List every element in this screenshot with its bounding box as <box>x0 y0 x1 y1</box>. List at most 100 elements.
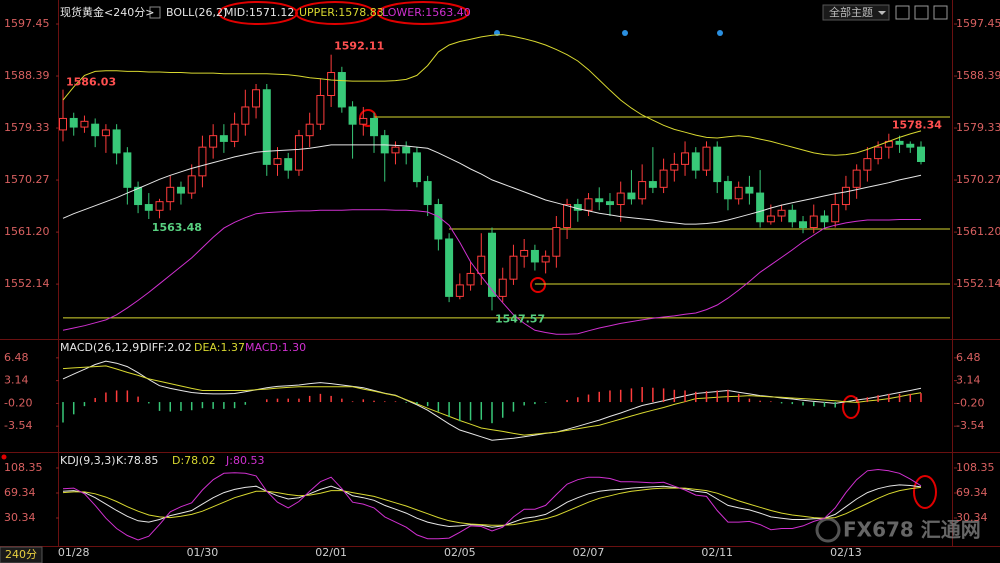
candle-body <box>530 249 539 263</box>
candle-body <box>852 169 861 188</box>
candle-body <box>380 135 389 154</box>
candle-body <box>359 117 368 125</box>
y-tick-label: 69.34 <box>4 486 36 499</box>
x-tick-label: 02/07 <box>573 546 605 559</box>
y-tick-label: 3.14 <box>956 374 981 387</box>
candle-body <box>294 135 303 171</box>
y-tick-label: 1570.27 <box>956 173 1000 186</box>
legend-entry: K:78.85 <box>116 454 158 467</box>
y-tick-label: 6.48 <box>956 351 981 364</box>
y-tick-label: 1570.27 <box>4 173 50 186</box>
candle-body <box>262 89 271 165</box>
candle-body <box>895 140 904 145</box>
candle-body <box>348 106 357 125</box>
candle-body <box>69 117 78 128</box>
candle-body <box>144 204 153 211</box>
candle-body <box>198 146 207 177</box>
candle-body <box>477 255 486 274</box>
candle-body <box>455 284 464 297</box>
candle-body <box>219 135 228 142</box>
highlight-ellipse <box>842 395 860 419</box>
extreme-label: 1563.48 <box>152 221 202 234</box>
candle-body <box>584 198 593 211</box>
y-tick-label: 1579.33 <box>956 121 1000 134</box>
y-tick-label: 3.14 <box>4 374 29 387</box>
indicator-line <box>62 34 922 156</box>
y-tick-label: 30.34 <box>4 511 36 524</box>
candle-body <box>756 192 765 223</box>
y-tick-label: 69.34 <box>956 486 988 499</box>
candle-body <box>552 227 561 257</box>
dropdown-arrow[interactable] <box>878 11 886 15</box>
candle-body <box>445 238 454 297</box>
marker-dot <box>1 454 7 460</box>
x-tick-label: 01/28 <box>58 546 90 559</box>
candle-body <box>670 163 679 171</box>
indicator-label: KDJ(9,3,3) <box>60 454 116 467</box>
highlight-ellipse <box>377 1 469 25</box>
candle-body <box>702 146 711 171</box>
candle-body <box>187 175 196 194</box>
candle-body <box>605 201 614 206</box>
candle-body <box>241 106 250 125</box>
y-tick-label: 1588.39 <box>956 69 1000 82</box>
y-tick-label: 30.34 <box>956 511 988 524</box>
candle-body <box>841 186 850 206</box>
highlight-circle <box>530 277 546 293</box>
x-tick-label: 02/11 <box>701 546 733 559</box>
watermark-logo <box>815 517 841 543</box>
highlight-ellipse <box>295 1 375 25</box>
x-tick-label: 01/30 <box>187 546 219 559</box>
candle-body <box>809 215 818 229</box>
extreme-label: 1578.34 <box>892 119 942 132</box>
candle-body <box>434 204 443 240</box>
candle-body <box>316 94 325 125</box>
candle-body <box>863 158 872 171</box>
period-label[interactable]: 240分 <box>5 548 37 561</box>
theme-button-label[interactable]: 全部主题 <box>829 5 873 19</box>
candle-body <box>305 123 314 137</box>
candle-body <box>874 146 883 160</box>
legend-entry: DIFF:2.02 <box>140 341 192 354</box>
candle-body <box>627 192 636 200</box>
y-tick-label: 1552.14 <box>956 277 1000 290</box>
theme-button[interactable] <box>822 4 890 21</box>
candle-body <box>466 272 475 286</box>
candle-body <box>391 146 400 154</box>
y-tick-label: 108.35 <box>4 461 43 474</box>
candle-body <box>166 186 175 203</box>
candle-body <box>123 152 132 188</box>
legend-entry: MACD:1.30 <box>245 341 306 354</box>
candle-body <box>723 181 732 200</box>
extreme-label: 1586.03 <box>66 76 116 89</box>
x-tick-label: 02/05 <box>444 546 476 559</box>
candle-body <box>906 143 915 148</box>
y-tick-label: -0.20 <box>956 396 984 409</box>
candle-body <box>638 181 647 200</box>
y-tick-label: 1552.14 <box>4 277 50 290</box>
candle-body <box>541 255 550 263</box>
indicator-line <box>62 468 922 541</box>
candle-body <box>595 198 604 203</box>
candle-body <box>745 186 754 194</box>
candle-body <box>681 152 690 165</box>
legend-entry: DEA:1.37 <box>194 341 245 354</box>
indicator-line <box>62 365 922 436</box>
candle-body <box>788 209 797 223</box>
legend-entry: D:78.02 <box>172 454 216 467</box>
candle-body <box>423 181 432 206</box>
candle-body <box>713 146 722 183</box>
candle-body <box>616 192 625 206</box>
period-box[interactable] <box>0 546 43 563</box>
candle-body <box>777 209 786 217</box>
window-icon[interactable] <box>914 5 929 20</box>
layout-icon[interactable] <box>895 5 910 20</box>
indicator-icon[interactable] <box>149 6 161 19</box>
candle-body <box>209 135 218 148</box>
y-tick-label: -3.54 <box>4 419 32 432</box>
candle-body <box>80 120 89 128</box>
close-icon[interactable] <box>933 5 948 20</box>
y-tick-label: 1579.33 <box>4 121 50 134</box>
indicator-line <box>62 144 922 225</box>
